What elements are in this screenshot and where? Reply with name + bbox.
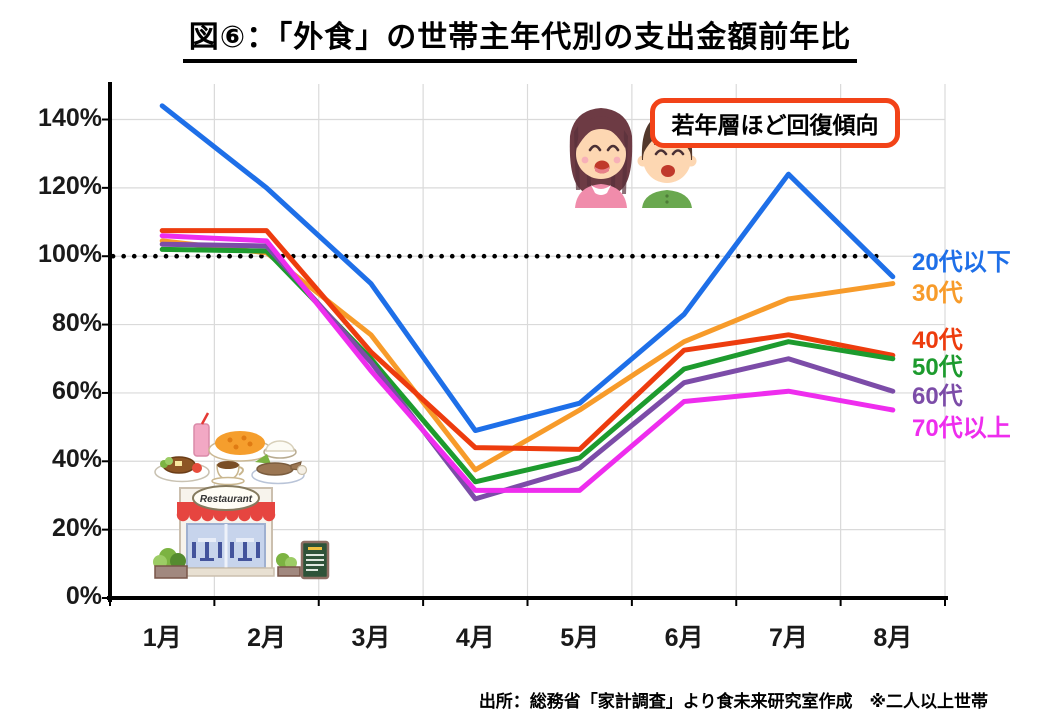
series-line-40代 bbox=[159, 228, 896, 452]
bush-right bbox=[276, 553, 301, 577]
bush-left bbox=[153, 548, 188, 579]
chart-title: 図⑥：「外食」の世帯主年代別の支出金額前年比 bbox=[182, 12, 858, 63]
food-icons bbox=[154, 412, 308, 486]
restaurant-sign-text: Restaurant bbox=[200, 494, 253, 505]
annotation-text: 若年層ほど回復傾向 bbox=[671, 112, 879, 138]
series-line-20代以下 bbox=[159, 103, 896, 434]
source-note: 出所：総務省「家計調査」より食未来研究室作成 ※二人以上世帯 bbox=[478, 692, 988, 711]
storefront: Restaurant bbox=[153, 485, 330, 580]
annotation-callout: 若年層ほど回復傾向 bbox=[650, 98, 900, 148]
woman-figure bbox=[569, 108, 633, 208]
series-line-70代以上 bbox=[159, 233, 896, 493]
menu-board bbox=[300, 540, 330, 580]
restaurant-illustration: Restaurant bbox=[153, 412, 330, 580]
couple-illustration bbox=[569, 108, 697, 208]
